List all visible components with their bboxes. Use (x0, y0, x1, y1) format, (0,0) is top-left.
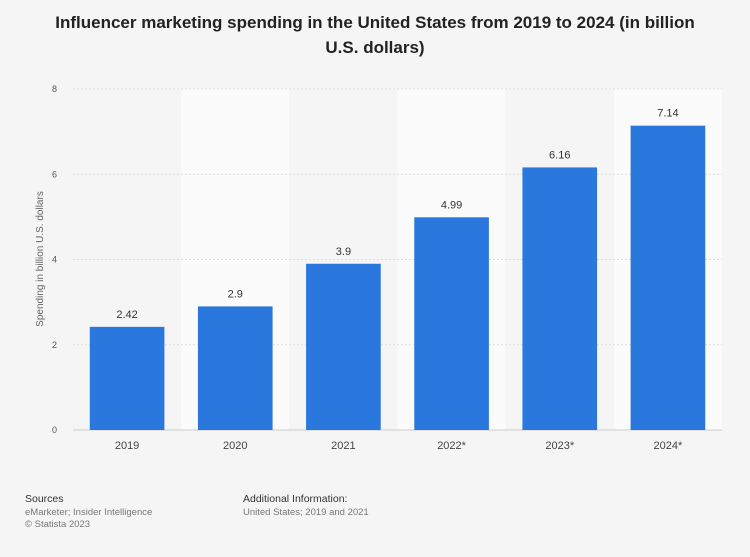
bar (630, 125, 706, 430)
sources-heading: Sources (25, 493, 64, 505)
value-label: 2.42 (116, 309, 137, 321)
x-tick-labels: 2019 2020 2021 2022* 2023* 2024* (115, 440, 683, 452)
additional-info-block: Additional Information: United States; 2… (243, 493, 369, 519)
y-tick-label: 0 (52, 425, 57, 435)
bar (522, 167, 598, 430)
y-tick-label: 8 (52, 84, 57, 94)
bar (306, 263, 381, 430)
value-label: 2.9 (228, 288, 243, 300)
value-label: 6.16 (549, 149, 570, 161)
sources-line: eMarketer; Insider Intelligence (25, 506, 153, 518)
y-tick-label: 6 (52, 169, 57, 179)
x-tick-label: 2024* (654, 440, 683, 452)
value-label: 4.99 (441, 199, 462, 211)
x-tick-label: 2022* (437, 440, 466, 452)
additional-info-heading: Additional Information: (243, 493, 348, 505)
value-labels: 2.42 2.9 3.9 4.99 6.16 7.14 (116, 108, 678, 321)
y-tick-label: 2 (52, 340, 57, 350)
x-tick-label: 2019 (115, 440, 139, 452)
x-tick-label: 2020 (223, 440, 247, 452)
bar (89, 326, 165, 430)
copyright-line: © Statista 2023 (25, 519, 91, 530)
additional-info-line: United States; 2019 and 2021 (243, 506, 369, 518)
x-tick-label: 2021 (331, 440, 355, 452)
y-axis-label: Spending in billion U.S. dollars (35, 191, 46, 327)
bar (197, 306, 273, 430)
gridlines (73, 88, 722, 431)
bar (414, 217, 489, 430)
x-tick-label: 2023* (545, 440, 574, 452)
chart-title: Influencer marketing spending in the Uni… (55, 13, 695, 57)
bars (89, 125, 706, 430)
y-tick-label: 4 (52, 255, 57, 265)
sources-block: Sources eMarketer; Insider Intelligence … (25, 493, 152, 532)
y-tick-labels: 0 2 4 6 8 (52, 84, 57, 435)
value-label: 7.14 (657, 108, 678, 120)
value-label: 3.9 (336, 246, 351, 258)
